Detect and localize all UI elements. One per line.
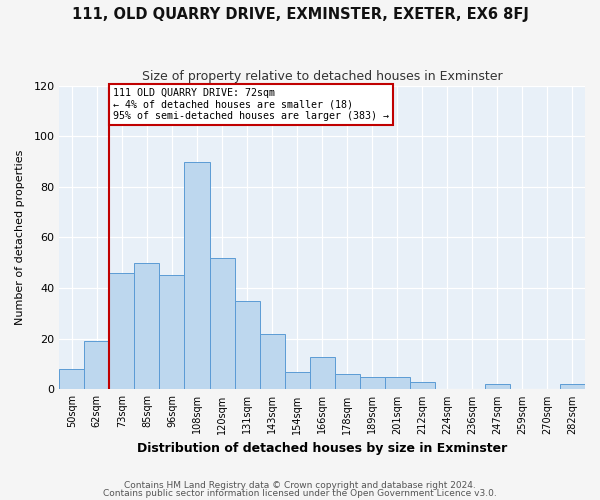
Bar [160,276,184,390]
Bar [335,374,360,390]
Bar [134,263,160,390]
Bar [85,342,109,390]
Bar [59,369,85,390]
Bar [485,384,510,390]
Bar [260,334,284,390]
Bar [235,301,260,390]
Bar [184,162,209,390]
Bar [310,356,335,390]
Y-axis label: Number of detached properties: Number of detached properties [15,150,25,325]
Bar [560,384,585,390]
Bar [410,382,435,390]
Bar [284,372,310,390]
X-axis label: Distribution of detached houses by size in Exminster: Distribution of detached houses by size … [137,442,507,455]
Text: Contains public sector information licensed under the Open Government Licence v3: Contains public sector information licen… [103,489,497,498]
Bar [209,258,235,390]
Text: 111, OLD QUARRY DRIVE, EXMINSTER, EXETER, EX6 8FJ: 111, OLD QUARRY DRIVE, EXMINSTER, EXETER… [71,8,529,22]
Text: Contains HM Land Registry data © Crown copyright and database right 2024.: Contains HM Land Registry data © Crown c… [124,480,476,490]
Text: 111 OLD QUARRY DRIVE: 72sqm
← 4% of detached houses are smaller (18)
95% of semi: 111 OLD QUARRY DRIVE: 72sqm ← 4% of deta… [113,88,389,122]
Bar [109,273,134,390]
Bar [360,377,385,390]
Title: Size of property relative to detached houses in Exminster: Size of property relative to detached ho… [142,70,502,83]
Bar [385,377,410,390]
